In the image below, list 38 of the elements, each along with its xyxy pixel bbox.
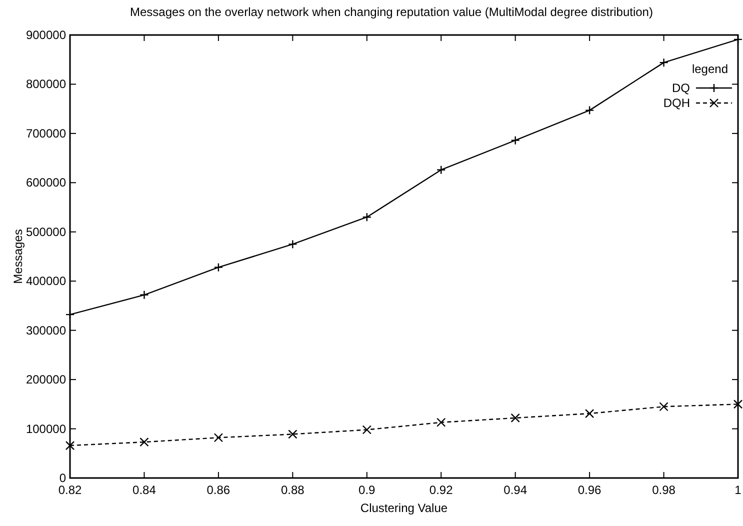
y-tick-label: 300000 xyxy=(26,323,66,338)
point xyxy=(584,408,594,418)
y-tick-label: 500000 xyxy=(26,224,66,239)
point xyxy=(140,437,149,447)
y-tick-label: 400000 xyxy=(26,274,66,288)
point xyxy=(362,425,372,434)
point xyxy=(65,440,75,450)
y-tick-label: 100000 xyxy=(26,422,66,436)
point xyxy=(214,262,224,272)
x-tick-label: 0.88 xyxy=(280,483,305,497)
x-tick-label: 0.86 xyxy=(206,483,230,497)
y-axis-title: Messages xyxy=(11,229,25,284)
y-tick-label: 0 xyxy=(59,471,66,485)
y-tick-label: 900000 xyxy=(26,28,66,42)
x-tick-label: 0.9 xyxy=(358,483,376,497)
legend-title: legend xyxy=(692,62,728,76)
point xyxy=(214,433,224,442)
x-tick-label: 0.98 xyxy=(652,483,676,497)
legend-label: DQH xyxy=(663,96,690,110)
point xyxy=(584,106,594,115)
x-tick-label: 0.82 xyxy=(58,483,82,497)
point xyxy=(733,400,743,409)
y-tick-label: 600000 xyxy=(26,176,66,190)
point xyxy=(436,418,446,427)
x-tick-label: 1 xyxy=(734,483,742,497)
x-axis-title: Clustering Value xyxy=(360,501,448,515)
x-tick-label: 0.92 xyxy=(429,483,454,497)
x-tick-label: 0.84 xyxy=(132,483,156,497)
x-tick-label: 0.96 xyxy=(578,483,602,497)
point xyxy=(510,413,520,423)
y-tick-label: 200000 xyxy=(26,372,66,387)
point xyxy=(288,430,298,439)
y-tick-label: 700000 xyxy=(26,126,66,140)
chart-title: Messages on the overlay network when changing reputation value (MultiModal degree distribution) xyxy=(130,5,653,19)
legend-label: DQ xyxy=(672,81,690,95)
y-tick-label: 800000 xyxy=(26,77,66,92)
point xyxy=(659,402,668,412)
x-tick-label: 0.94 xyxy=(504,483,528,497)
